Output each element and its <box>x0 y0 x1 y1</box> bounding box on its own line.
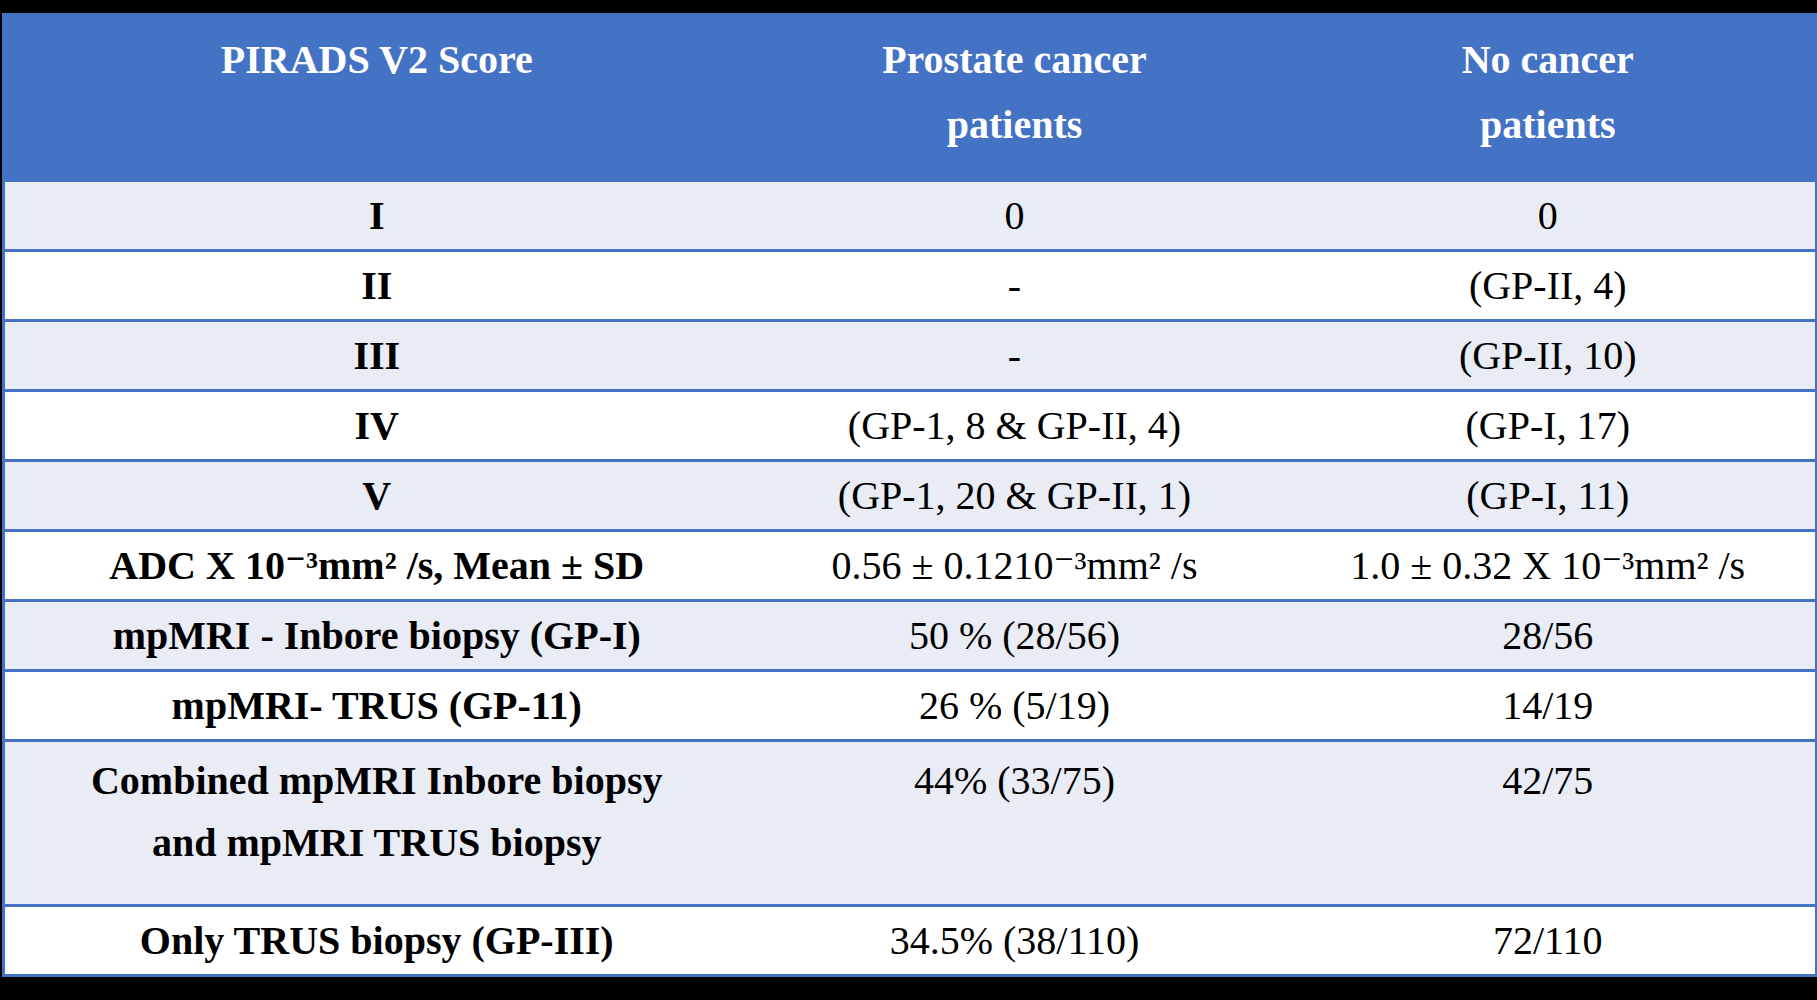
no-cancer-value: 14/19 <box>1281 671 1817 741</box>
table-row-score-3: III - (GP-II, 10) <box>4 321 1817 391</box>
no-cancer-value: 42/75 <box>1281 741 1817 906</box>
row-label: III <box>4 321 749 391</box>
row-label-line: Combined mpMRI Inbore biopsy <box>13 750 741 812</box>
table-row-mpmri-trus: mpMRI- TRUS (GP-11) 26 % (5/19) 14/19 <box>4 671 1817 741</box>
header-line: No cancer <box>1287 28 1810 93</box>
row-label: ADC X 10⁻³mm² /s, Mean ± SD <box>4 531 749 601</box>
prostate-cancer-value: 26 % (5/19) <box>749 671 1281 741</box>
table-row-mpmri-inbore: mpMRI - Inbore biopsy (GP-I) 50 % (28/56… <box>4 601 1817 671</box>
table-row-score-4: IV (GP-1, 8 & GP-II, 4) (GP-I, 17) <box>4 391 1817 461</box>
column-header-prostate-cancer-patients: Prostate cancer patients <box>749 15 1281 181</box>
no-cancer-value: (GP-I, 11) <box>1281 461 1817 531</box>
row-label: Only TRUS biopsy (GP-III) <box>4 906 749 976</box>
no-cancer-value: (GP-II, 4) <box>1281 251 1817 321</box>
table-row-score-1: I 0 0 <box>4 181 1817 251</box>
header-row: PIRADS V2 Score Prostate cancer patients… <box>4 15 1817 181</box>
prostate-cancer-value: 44% (33/75) <box>749 741 1281 906</box>
no-cancer-value: (GP-I, 17) <box>1281 391 1817 461</box>
table-row-only-trus: Only TRUS biopsy (GP-III) 34.5% (38/110)… <box>4 906 1817 976</box>
no-cancer-value: 28/56 <box>1281 601 1817 671</box>
prostate-cancer-value: (GP-1, 8 & GP-II, 4) <box>749 391 1281 461</box>
no-cancer-value: 72/110 <box>1281 906 1817 976</box>
prostate-cancer-value: (GP-1, 20 & GP-II, 1) <box>749 461 1281 531</box>
no-cancer-value: 0 <box>1281 181 1817 251</box>
prostate-cancer-value: - <box>749 251 1281 321</box>
table-body: I 0 0 II - (GP-II, 4) III - (GP-II, 10) … <box>4 181 1817 976</box>
row-label-line: and mpMRI TRUS biopsy <box>13 812 741 874</box>
prostate-cancer-value: 0 <box>749 181 1281 251</box>
table-row-adc: ADC X 10⁻³mm² /s, Mean ± SD 0.56 ± 0.121… <box>4 531 1817 601</box>
header-line: patients <box>755 93 1275 158</box>
row-label: mpMRI - Inbore biopsy (GP-I) <box>4 601 749 671</box>
prostate-cancer-value: 0.56 ± 0.1210⁻³mm² /s <box>749 531 1281 601</box>
table-row-score-5: V (GP-1, 20 & GP-II, 1) (GP-I, 11) <box>4 461 1817 531</box>
no-cancer-value: (GP-II, 10) <box>1281 321 1817 391</box>
page-background: PIRADS V2 Score Prostate cancer patients… <box>0 0 1817 1000</box>
row-label: IV <box>4 391 749 461</box>
table-row-combined: Combined mpMRI Inbore biopsy and mpMRI T… <box>4 741 1817 906</box>
row-label: V <box>4 461 749 531</box>
table-row-score-2: II - (GP-II, 4) <box>4 251 1817 321</box>
prostate-cancer-value: 50 % (28/56) <box>749 601 1281 671</box>
header-line: PIRADS V2 Score <box>11 28 743 93</box>
column-header-no-cancer-patients: No cancer patients <box>1281 15 1817 181</box>
prostate-cancer-value: 34.5% (38/110) <box>749 906 1281 976</box>
prostate-cancer-value: - <box>749 321 1281 391</box>
row-label: II <box>4 251 749 321</box>
column-header-pirads-score: PIRADS V2 Score <box>4 15 749 181</box>
header-line: Prostate cancer <box>755 28 1275 93</box>
row-label: Combined mpMRI Inbore biopsy and mpMRI T… <box>4 741 749 906</box>
pirads-score-table: PIRADS V2 Score Prostate cancer patients… <box>2 13 1817 977</box>
no-cancer-value: 1.0 ± 0.32 X 10⁻³mm² /s <box>1281 531 1817 601</box>
header-line: patients <box>1287 93 1810 158</box>
row-label: I <box>4 181 749 251</box>
table-header: PIRADS V2 Score Prostate cancer patients… <box>4 15 1817 181</box>
row-label: mpMRI- TRUS (GP-11) <box>4 671 749 741</box>
